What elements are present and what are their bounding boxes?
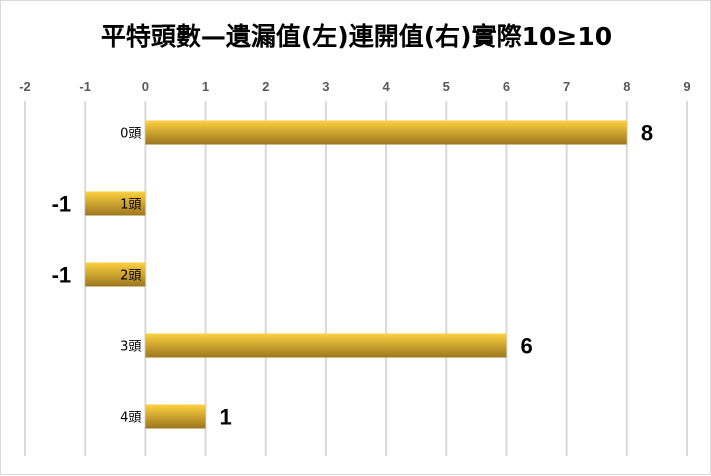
data-label: 6 <box>520 334 532 359</box>
data-label: -1 <box>52 192 72 217</box>
bar <box>145 120 627 145</box>
x-tick-label: 3 <box>322 79 329 94</box>
x-tick-label: 7 <box>563 79 570 94</box>
data-label: 1 <box>220 405 232 430</box>
x-tick-label: 6 <box>503 79 510 94</box>
data-label: -1 <box>52 263 72 288</box>
x-tick-label: 0 <box>142 79 149 94</box>
x-tick-label: 4 <box>382 79 390 94</box>
category-label: 3頭 <box>120 340 141 355</box>
x-tick-label: 8 <box>623 79 630 94</box>
x-tick-label: 2 <box>262 79 269 94</box>
category-label: 4頭 <box>120 411 141 426</box>
bar <box>85 262 146 287</box>
chart-title: 平特頭數—遺漏值(左)連開值(右)實際10≥10 <box>100 22 613 51</box>
bar <box>145 333 507 358</box>
category-label: 0頭 <box>120 127 141 142</box>
bar <box>85 191 146 216</box>
bar <box>145 404 206 429</box>
x-tick-label: 9 <box>683 79 690 94</box>
category-label: 2頭 <box>120 269 141 284</box>
category-label: 1頭 <box>120 198 141 213</box>
x-tick-label: 5 <box>443 79 450 94</box>
x-tick-label: 1 <box>202 79 209 94</box>
data-label: 8 <box>641 121 653 146</box>
x-tick-label: -1 <box>79 79 91 94</box>
x-tick-label: -2 <box>19 79 31 94</box>
